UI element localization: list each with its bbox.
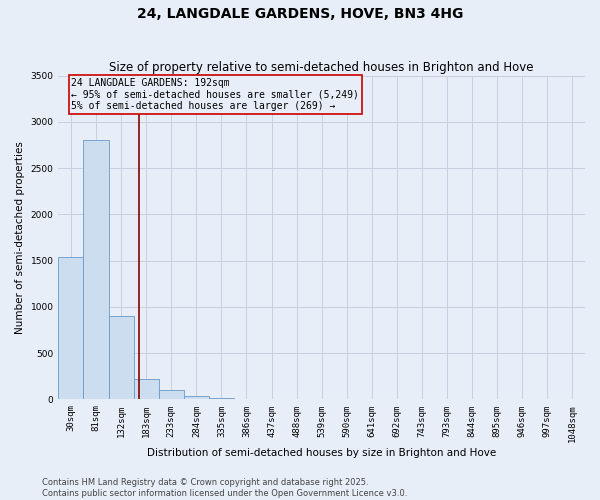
Y-axis label: Number of semi-detached properties: Number of semi-detached properties — [15, 141, 25, 334]
Text: 24, LANGDALE GARDENS, HOVE, BN3 4HG: 24, LANGDALE GARDENS, HOVE, BN3 4HG — [137, 8, 463, 22]
Bar — [109, 316, 134, 400]
Text: 24 LANGDALE GARDENS: 192sqm
← 95% of semi-detached houses are smaller (5,249)
5%: 24 LANGDALE GARDENS: 192sqm ← 95% of sem… — [71, 78, 359, 110]
Title: Size of property relative to semi-detached houses in Brighton and Hove: Size of property relative to semi-detach… — [109, 62, 534, 74]
Bar — [184, 396, 209, 400]
Bar — [83, 140, 109, 400]
Bar — [159, 390, 184, 400]
Bar — [209, 398, 234, 400]
X-axis label: Distribution of semi-detached houses by size in Brighton and Hove: Distribution of semi-detached houses by … — [147, 448, 496, 458]
Text: Contains HM Land Registry data © Crown copyright and database right 2025.
Contai: Contains HM Land Registry data © Crown c… — [42, 478, 407, 498]
Bar — [58, 257, 83, 400]
Bar — [134, 379, 159, 400]
